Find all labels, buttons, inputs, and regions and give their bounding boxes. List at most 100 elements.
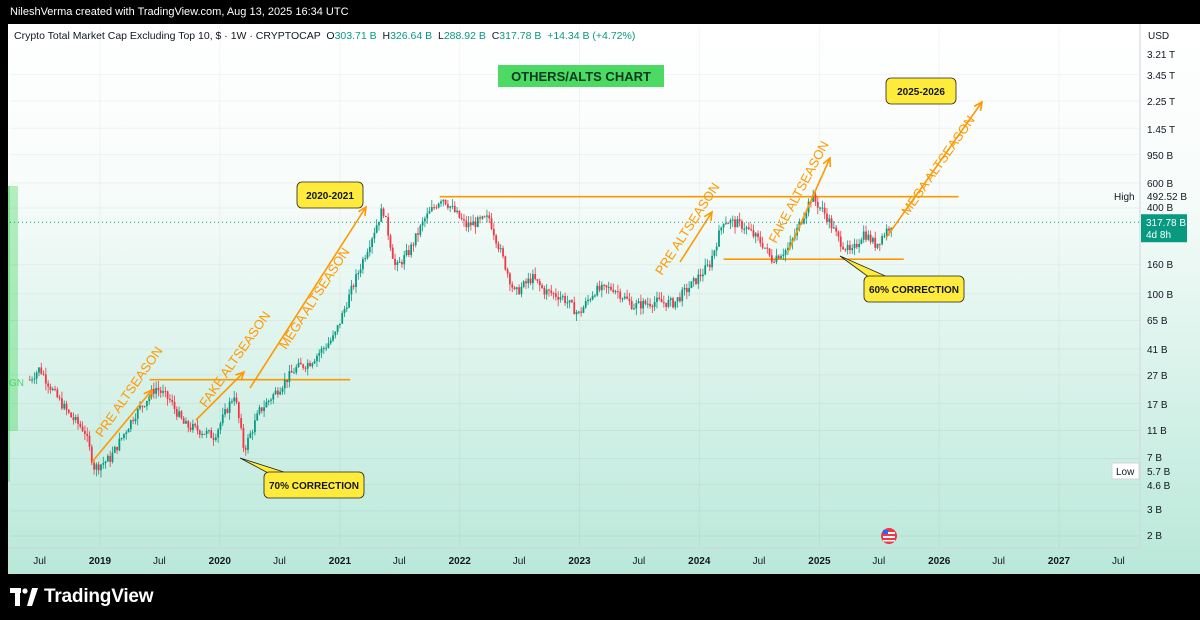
candle-body xyxy=(334,331,337,336)
candle-body xyxy=(513,287,516,290)
candle-body xyxy=(534,274,537,280)
time-axis[interactable]: Jul 2019 Jul 2020 Jul 2021 Jul 2022 Jul 2023 Jul 20… xyxy=(33,556,1125,567)
candle-body xyxy=(375,225,378,233)
candle-body xyxy=(118,438,121,451)
candle-body xyxy=(116,446,118,451)
candle-body xyxy=(734,219,736,228)
candle-body xyxy=(584,301,587,308)
candle-body xyxy=(265,401,268,408)
candle-body xyxy=(805,212,808,219)
candle-body xyxy=(499,248,502,250)
candle-body xyxy=(173,401,176,409)
arrow-label: FAKE ALTSEASON xyxy=(196,308,273,409)
candle-body xyxy=(31,379,33,381)
candle-body xyxy=(191,423,194,430)
candle-body xyxy=(322,348,325,350)
candle-body xyxy=(359,269,362,274)
candle-body xyxy=(619,291,622,299)
candle-body xyxy=(214,437,217,440)
candle-body xyxy=(580,311,583,313)
callout-text: 70% CORRECTION xyxy=(269,481,359,492)
candle-body xyxy=(111,452,114,462)
candle-body xyxy=(442,199,445,202)
currency-label: USD xyxy=(1148,31,1169,42)
candle-body xyxy=(316,355,318,362)
candle-body xyxy=(766,247,769,249)
candle-body xyxy=(853,243,856,249)
time-axis-label: Jul xyxy=(992,556,1005,567)
candle-body xyxy=(270,399,272,401)
candle-body xyxy=(254,420,256,433)
candle-body xyxy=(219,423,222,430)
candle-body xyxy=(380,208,383,222)
symbol-legend[interactable]: Crypto Total Market Cap Excluding Top 10… xyxy=(14,30,635,42)
candle-body xyxy=(819,207,821,209)
candle-body xyxy=(387,217,390,236)
candle-body xyxy=(201,433,203,435)
candle-body xyxy=(449,206,452,208)
price-axis-label: 100 B xyxy=(1147,290,1173,301)
candle-body xyxy=(283,379,286,389)
candle-body xyxy=(378,221,380,226)
candle-body xyxy=(637,301,640,304)
price-axis-label: 2 B xyxy=(1147,531,1162,542)
candle-body xyxy=(607,286,610,288)
time-axis-label: 2026 xyxy=(928,556,951,567)
candle-body xyxy=(113,446,116,453)
candle-body xyxy=(175,408,178,417)
candle-body xyxy=(373,232,376,239)
candle-body xyxy=(548,289,550,291)
candle-body xyxy=(251,432,254,434)
candle-body xyxy=(828,218,831,222)
trend-arrow xyxy=(249,206,367,389)
candle-body xyxy=(479,217,481,219)
candle-body xyxy=(745,227,748,229)
economic-event-icon[interactable] xyxy=(881,528,897,544)
candle-body xyxy=(718,230,720,247)
last-price-value: 317.78 B xyxy=(1146,218,1186,229)
time-axis-label: Jul xyxy=(153,556,166,567)
candle-body xyxy=(651,306,654,308)
price-axis-label: 3.45 T xyxy=(1147,71,1175,82)
candle-body xyxy=(697,274,700,284)
price-axis[interactable]: 3.21 T 3.45 T 2.25 T 1.45 T 950 B 600 B 400 B 1… xyxy=(1111,50,1187,542)
candle-body xyxy=(81,426,84,432)
candle-body xyxy=(196,425,199,431)
chart-background[interactable] xyxy=(8,24,1200,574)
candle-body xyxy=(178,411,180,417)
candle-body xyxy=(851,248,854,251)
candle-body xyxy=(660,299,663,303)
candle-body xyxy=(152,389,155,394)
candle-body xyxy=(309,362,311,367)
candle-body xyxy=(685,287,688,293)
symbol-name[interactable]: Crypto Total Market Cap Excluding Top 10… xyxy=(14,30,321,42)
candle-body xyxy=(610,286,612,290)
candle-body xyxy=(784,250,787,255)
tradingview-logo[interactable]: TradingView xyxy=(10,584,154,610)
candle-body xyxy=(566,302,569,304)
price-axis-label: 600 B xyxy=(1147,179,1173,190)
candle-body xyxy=(509,273,511,285)
candle-body xyxy=(435,207,438,209)
candle-body xyxy=(67,409,70,413)
candle-body xyxy=(536,279,539,281)
candle-body xyxy=(325,347,328,349)
callout-box xyxy=(263,471,365,499)
price-axis-label: 3 B xyxy=(1147,505,1162,516)
candle-body xyxy=(382,208,385,216)
candle-body xyxy=(713,250,716,256)
time-axis-label: 2025 xyxy=(808,556,831,567)
candle-body xyxy=(830,218,833,229)
trend-arrow xyxy=(679,211,713,263)
candle-body xyxy=(440,201,442,204)
candle-body xyxy=(40,367,43,374)
candle-body xyxy=(350,285,353,295)
candle-body xyxy=(320,348,323,353)
candle-body xyxy=(855,243,858,248)
time-axis-label: 2021 xyxy=(329,556,352,567)
candle-body xyxy=(355,274,357,287)
candle-body xyxy=(511,284,514,288)
candle-body xyxy=(646,303,649,305)
candle-body xyxy=(187,421,190,428)
